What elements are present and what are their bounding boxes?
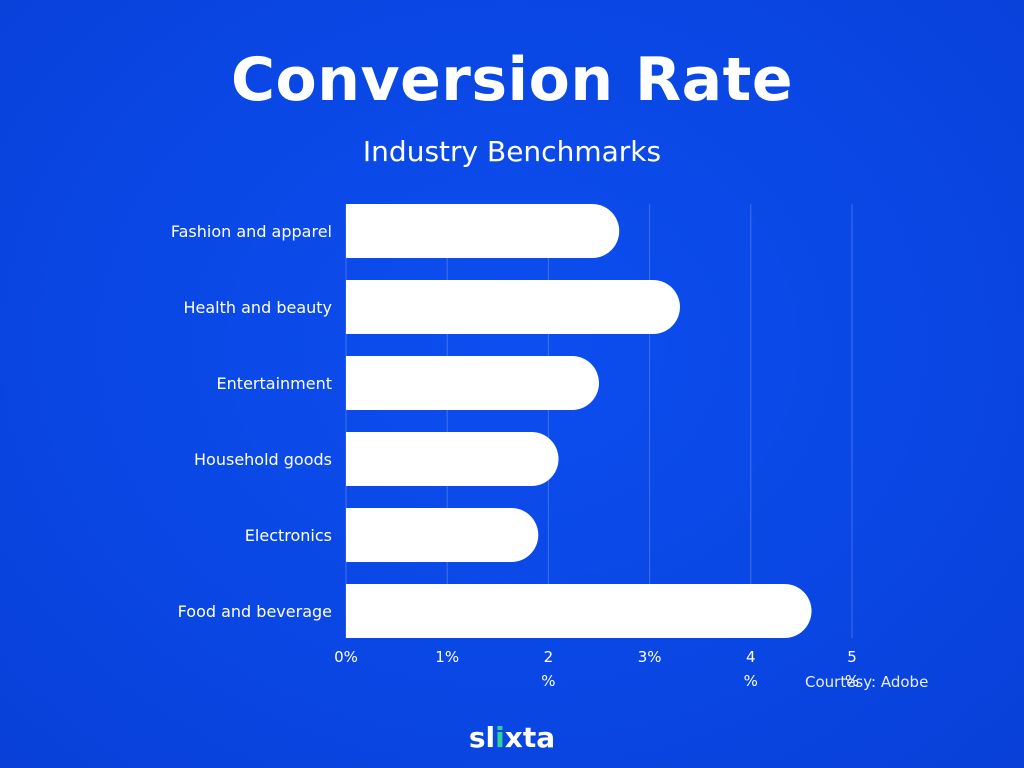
bars	[346, 204, 812, 638]
x-tick-label: 2%	[541, 648, 555, 690]
chart-title: Conversion Rate	[230, 45, 794, 115]
x-axis-ticks: 0% 1% 2 % 3% 4 % 5%	[334, 648, 859, 690]
category-label: Household goods	[194, 450, 332, 469]
x-tick-label: 5%	[845, 648, 859, 690]
brand-part-2: xta	[504, 721, 556, 754]
x-tick-label: 4%	[744, 648, 758, 690]
x-tick-label: 1%	[435, 648, 459, 666]
bar	[346, 584, 812, 638]
category-label: Entertainment	[217, 374, 332, 393]
brand-part-accent: i	[495, 721, 505, 754]
bar	[346, 356, 599, 410]
bar	[346, 508, 539, 562]
brand-logo: slixta	[0, 718, 1024, 758]
bar	[346, 432, 559, 486]
category-label: Health and beauty	[184, 298, 333, 317]
source-note: Courtesy: Adobe	[805, 673, 929, 691]
category-label: Electronics	[245, 526, 332, 545]
category-label: Fashion and apparel	[171, 222, 332, 241]
brand-part-1: sl	[468, 721, 496, 754]
chart-subtitle: Industry Benchmarks	[362, 135, 662, 168]
gridlines	[345, 204, 853, 638]
category-labels: Fashion and apparel Health and beauty Ente…	[171, 222, 332, 621]
bar	[346, 204, 620, 258]
x-tick-label: 0%	[334, 648, 358, 666]
bar	[346, 280, 680, 334]
x-tick-label: 3%	[638, 648, 662, 666]
category-label: Food and beverage	[178, 602, 332, 621]
